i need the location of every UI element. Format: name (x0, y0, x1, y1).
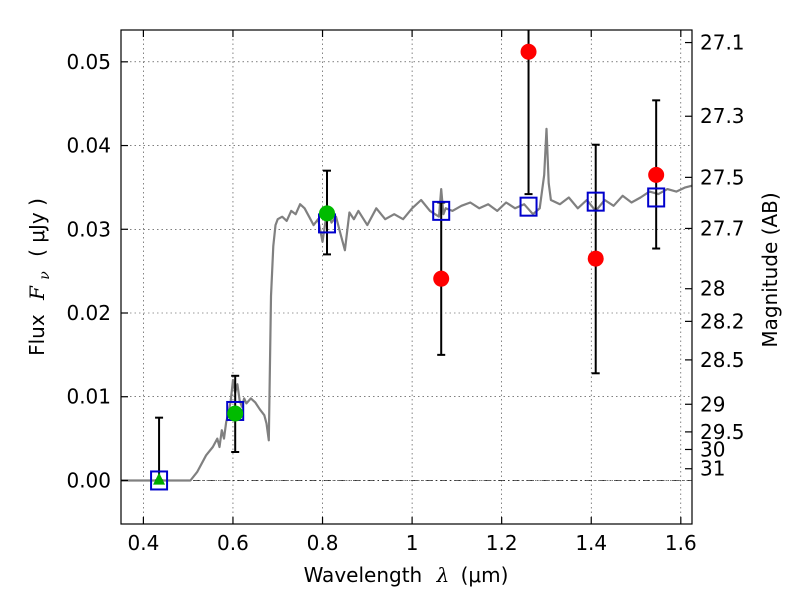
x-tick-label: 0.6 (217, 531, 249, 555)
x-axis-title: Wavelength λ (μm) (304, 563, 509, 587)
x-axis-unit: (μm) (461, 563, 509, 587)
tick-layer: 0.4 0.6 0.8 1 1.2 1.4 1.6 0.00 0.01 0.02 0.03 0.04 0… (66, 30, 745, 555)
x-tick-label: 1.2 (486, 531, 518, 555)
y2-tick-label: 31 (700, 457, 725, 481)
y-axis-title: Flux F ν ( μJy ) (25, 198, 54, 356)
model-photometry-square (586, 191, 605, 212)
detection-point (520, 43, 537, 60)
y-tick-label: 0.00 (66, 468, 111, 492)
y2-tick-label: 27.7 (700, 216, 745, 240)
y-tick-label: 0.05 (66, 50, 111, 74)
y-axis-subscript: ν (37, 271, 53, 280)
x-tick-label: 1.4 (575, 531, 607, 555)
grid-layer (121, 30, 692, 524)
y2-tick-label: 28.2 (700, 309, 745, 333)
upper-limit-triangle (153, 472, 166, 485)
model-photometry-square (432, 200, 451, 221)
detection-point (433, 270, 450, 287)
x-axis-symbol: λ (436, 563, 450, 587)
x-tick-label: 1.6 (665, 531, 697, 555)
y-tick-label: 0.03 (66, 217, 111, 241)
y-tick-label: 0.04 (66, 134, 111, 158)
model-photometry-square (647, 187, 666, 208)
detection-point (227, 405, 244, 422)
y-axis-unit: ( μJy ) (25, 198, 49, 257)
y2-tick-label: 27.1 (700, 31, 745, 55)
y2-tick-label: 28 (700, 277, 725, 301)
spectrum-layer (121, 127, 693, 482)
plot-frame (120, 29, 693, 525)
x-tick-label: 0.4 (127, 531, 159, 555)
model-photometry-square (150, 470, 169, 491)
y2-tick-label: 28.5 (700, 348, 745, 372)
y2-tick-label: 30 (700, 437, 725, 461)
y2-axis-title: Magnitude (AB) (758, 192, 782, 347)
x-tick-label: 0.8 (307, 531, 339, 555)
x-tick-label: 1 (406, 531, 419, 555)
y-axis-title-prefix: Flux (25, 314, 49, 356)
y-tick-label: 0.01 (66, 385, 111, 409)
detection-point (648, 166, 665, 183)
detection-point (319, 205, 336, 222)
y2-tick-label: 27.5 (700, 165, 745, 189)
model-photometry-square (519, 196, 538, 217)
y2-tick-label: 27.3 (700, 104, 745, 128)
x-axis-title-prefix: Wavelength (304, 563, 423, 587)
y2-tick-label: 29.5 (700, 420, 745, 444)
y-axis-symbol: F (25, 285, 49, 301)
marker-layer (150, 43, 666, 491)
detection-point (587, 250, 604, 267)
y-tick-label: 0.02 (66, 301, 111, 325)
y2-tick-label: 29 (700, 392, 725, 416)
model-spectrum-line (121, 127, 693, 482)
